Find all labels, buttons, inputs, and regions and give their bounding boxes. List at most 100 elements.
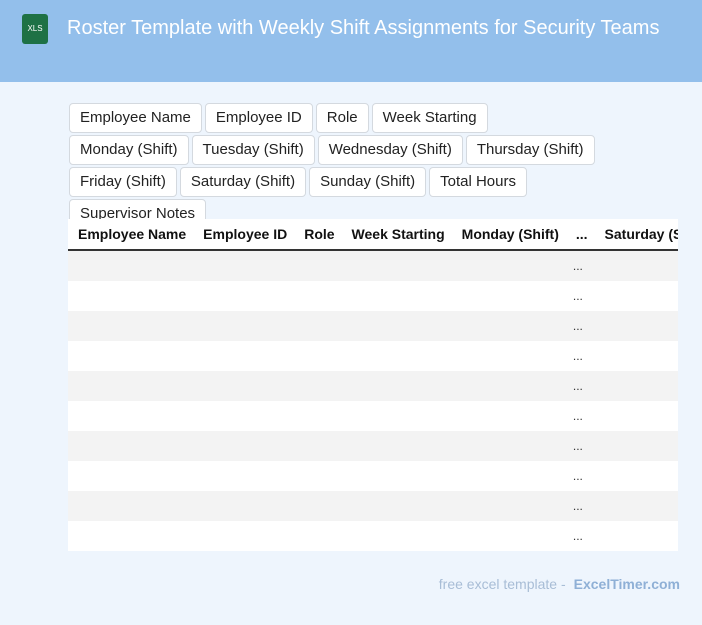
- cell: ...: [565, 311, 595, 341]
- header: XLS Roster Template with Weekly Shift As…: [0, 0, 702, 82]
- header-row: Employee Name Employee ID Role Week Startin…: [68, 219, 678, 251]
- cell: [68, 401, 194, 431]
- cell: [594, 311, 678, 341]
- tag-list: Employee Name Employee ID Role Week Startin…: [69, 103, 609, 229]
- cell: [68, 521, 194, 551]
- cell: [294, 341, 342, 371]
- table: Employee Name Employee ID Role Week Startin…: [68, 219, 678, 551]
- cell: [294, 491, 342, 521]
- cell: [294, 431, 342, 461]
- cell: [341, 491, 452, 521]
- cell: [294, 461, 342, 491]
- cell: [193, 431, 295, 461]
- table-row: ...: [68, 281, 678, 311]
- tag: Total Hours: [429, 167, 527, 197]
- cell: [294, 371, 342, 401]
- file-icon: XLS: [22, 14, 48, 44]
- cell: [451, 281, 566, 311]
- cell: ...: [565, 521, 595, 551]
- tag: Saturday (Shift): [179, 167, 307, 197]
- cell: [68, 341, 194, 371]
- column-header: Monday (Shift): [451, 219, 566, 251]
- tag: Sunday (Shift): [309, 167, 427, 197]
- cell: [294, 281, 342, 311]
- cell: [451, 491, 566, 521]
- cell: [68, 461, 194, 491]
- cell: [594, 431, 678, 461]
- cell: [451, 521, 566, 551]
- tag: Thursday (Shift): [465, 135, 595, 165]
- cell: [341, 401, 452, 431]
- cell: [193, 281, 295, 311]
- cell: [68, 281, 194, 311]
- cell: [451, 341, 566, 371]
- footer-link[interactable]: ExcelTimer.com: [573, 576, 680, 592]
- tag: Employee Name: [69, 103, 202, 133]
- table-row: ...: [68, 491, 678, 521]
- cell: [341, 521, 452, 551]
- cell: [451, 401, 566, 431]
- tag: Wednesday (Shift): [317, 135, 463, 165]
- cell: [68, 250, 194, 281]
- table-row: ...: [68, 431, 678, 461]
- footer-text: free excel template -: [438, 576, 566, 592]
- column-header: Week Starting: [341, 219, 452, 251]
- cell: [193, 491, 295, 521]
- cell: [341, 431, 452, 461]
- cell: [341, 281, 452, 311]
- cell: ...: [565, 461, 595, 491]
- cell: [341, 250, 452, 281]
- column-header: Employee ID: [193, 219, 295, 251]
- cell: [193, 371, 295, 401]
- cell: [294, 250, 342, 281]
- cell: [193, 311, 295, 341]
- cell: [341, 371, 452, 401]
- cell: [341, 341, 452, 371]
- cell: [451, 250, 566, 281]
- cell: [451, 371, 566, 401]
- cell: [594, 491, 678, 521]
- cell: ...: [565, 250, 595, 281]
- table-row: ...: [68, 521, 678, 551]
- cell: [294, 311, 342, 341]
- column-header: ...: [565, 219, 595, 251]
- page-title: Roster Template with Weekly Shift Assign…: [67, 17, 660, 39]
- cell: [193, 250, 295, 281]
- table-row: ...: [68, 371, 678, 401]
- cell: [451, 431, 566, 461]
- column-header: Employee Name: [68, 219, 194, 251]
- tag: Role: [315, 103, 369, 133]
- cell: [451, 461, 566, 491]
- tag: Employee ID: [204, 103, 313, 133]
- cell: [294, 521, 342, 551]
- cell: [341, 461, 452, 491]
- tag: Tuesday (Shift): [191, 135, 315, 165]
- table-row: ...: [68, 311, 678, 341]
- table-row: ...: [68, 461, 678, 491]
- cell: [193, 401, 295, 431]
- cell: [193, 521, 295, 551]
- table-container: Employee Name Employee ID Role Week Startin…: [68, 219, 678, 551]
- cell: [68, 431, 194, 461]
- cell: ...: [565, 371, 595, 401]
- tag: Week Starting: [371, 103, 488, 133]
- column-header: Role: [294, 219, 342, 251]
- cell: ...: [565, 431, 595, 461]
- cell: [68, 491, 194, 521]
- cell: [294, 401, 342, 431]
- cell: [594, 341, 678, 371]
- footer: free excel template - ExcelTimer.com: [439, 576, 680, 592]
- cell: ...: [565, 491, 595, 521]
- cell: [451, 311, 566, 341]
- table-row: ...: [68, 250, 678, 281]
- cell: [594, 521, 678, 551]
- cell: ...: [565, 281, 595, 311]
- table-row: ...: [68, 341, 678, 371]
- cell: [193, 461, 295, 491]
- cell: [193, 341, 295, 371]
- cell: [68, 311, 194, 341]
- cell: [594, 401, 678, 431]
- cell: ...: [565, 341, 595, 371]
- cell: [68, 371, 194, 401]
